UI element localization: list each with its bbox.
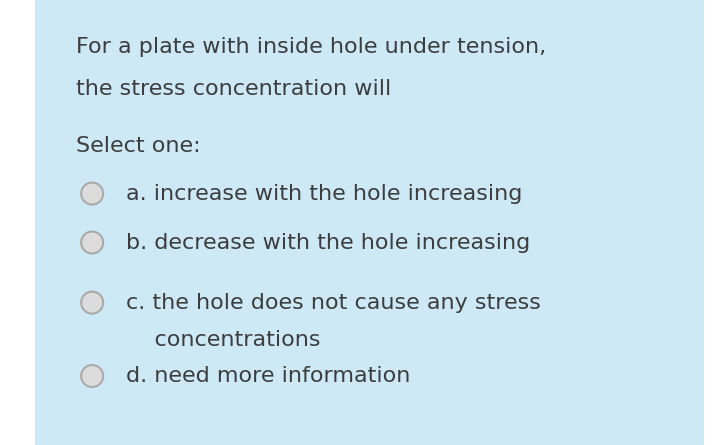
Ellipse shape (81, 291, 103, 314)
Ellipse shape (81, 365, 103, 387)
Ellipse shape (81, 182, 103, 205)
Text: concentrations: concentrations (126, 331, 320, 350)
Text: b. decrease with the hole increasing: b. decrease with the hole increasing (126, 233, 530, 252)
Text: a. increase with the hole increasing: a. increase with the hole increasing (126, 184, 523, 203)
Text: Select one:: Select one: (76, 136, 200, 156)
Text: For a plate with inside hole under tension,: For a plate with inside hole under tensi… (76, 37, 546, 57)
Text: d. need more information: d. need more information (126, 366, 410, 386)
Ellipse shape (81, 231, 103, 254)
FancyBboxPatch shape (35, 0, 704, 445)
Text: the stress concentration will: the stress concentration will (76, 79, 391, 99)
Text: c. the hole does not cause any stress: c. the hole does not cause any stress (126, 293, 541, 312)
